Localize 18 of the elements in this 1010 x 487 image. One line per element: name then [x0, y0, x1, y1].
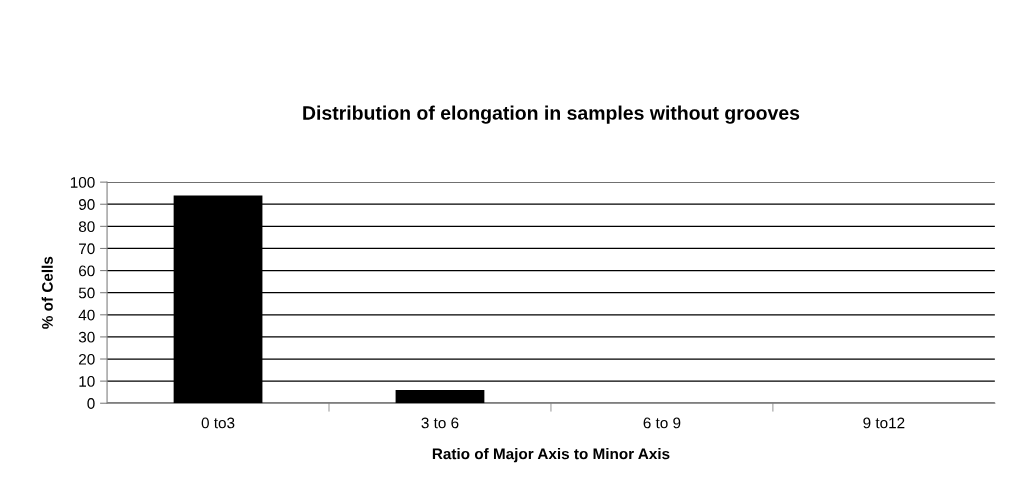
- y-tick-label: 90: [78, 199, 95, 210]
- y-tick-label: 20: [79, 353, 95, 365]
- x-axis-title: Ratio of Major Axis to Minor Axis: [432, 448, 670, 463]
- chart-title: Distribution of elongation in samples without grooves: [303, 105, 800, 124]
- y-tick-label: 40: [78, 309, 95, 321]
- y-tick-label: 30: [78, 331, 95, 343]
- x-tick-label: 9 to12: [863, 417, 905, 429]
- y-tick-label: 50: [78, 287, 95, 299]
- x-tick-label: 0 to3: [201, 417, 235, 429]
- y-tick-label: 70: [79, 243, 95, 255]
- y-tick-label: 60: [79, 265, 95, 277]
- x-tick-label: 6 to 9: [643, 417, 681, 429]
- y-tick-label: 80: [78, 221, 95, 233]
- y-axis-title: % of Cells: [41, 256, 53, 329]
- x-tick-label: 3 to 6: [421, 417, 459, 429]
- y-tick-label: 0: [87, 398, 95, 409]
- y-tick-label: 10: [79, 375, 95, 387]
- y-tick-label: 100: [70, 177, 95, 188]
